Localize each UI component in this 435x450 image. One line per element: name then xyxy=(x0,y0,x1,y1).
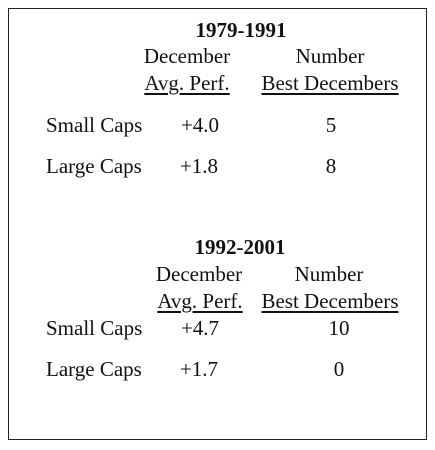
best-decembers-value: 0 xyxy=(333,357,345,381)
column-header-avg-line1: December xyxy=(155,262,243,286)
section-title: 1979-1991 xyxy=(195,18,287,42)
avg-perf-value: +1.8 xyxy=(179,154,219,178)
row-label: Small Caps xyxy=(46,316,143,340)
best-decembers-value: 10 xyxy=(328,316,350,340)
section-title: 1992-2001 xyxy=(194,235,286,259)
column-header-best-line2: Best Decembers xyxy=(261,289,399,313)
column-header-avg-line2: Avg. Perf. xyxy=(144,71,230,95)
column-header-avg-line2: Avg. Perf. xyxy=(157,289,243,313)
avg-perf-value: +4.0 xyxy=(180,113,220,137)
table-frame xyxy=(8,8,427,440)
column-header-avg-line1: December xyxy=(143,44,231,68)
avg-perf-value: +4.7 xyxy=(180,316,220,340)
column-header-best-line1: Number xyxy=(294,262,364,286)
row-label: Large Caps xyxy=(46,154,142,178)
column-header-best-line2: Best Decembers xyxy=(261,71,399,95)
avg-perf-value: +1.7 xyxy=(179,357,219,381)
best-decembers-value: 5 xyxy=(325,113,337,137)
column-header-best-line1: Number xyxy=(295,44,365,68)
row-label: Small Caps xyxy=(46,113,143,137)
row-label: Large Caps xyxy=(46,357,142,381)
best-decembers-value: 8 xyxy=(325,154,337,178)
